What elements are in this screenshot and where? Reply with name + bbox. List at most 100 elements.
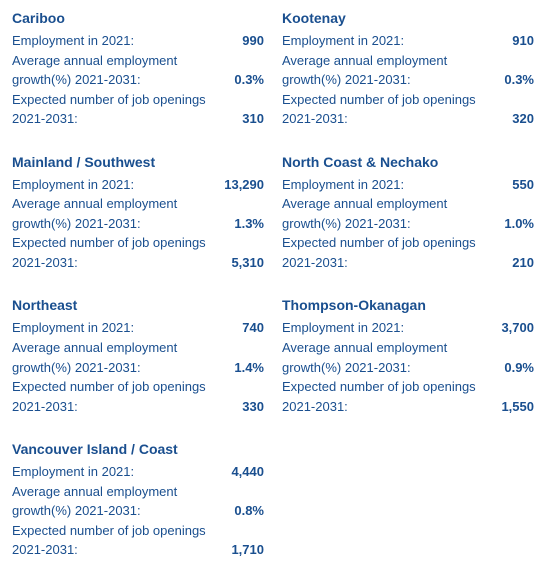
openings-row-line1: Expected number of job openings [12, 234, 264, 252]
growth-row-line1: Average annual employment [282, 52, 534, 70]
growth-row-line2: growth(%) 2021-2031:0.9% [282, 359, 534, 377]
openings-label-1: Expected number of job openings [282, 91, 534, 109]
growth-row-line2: growth(%) 2021-2031:0.8% [12, 502, 264, 520]
employment-label: Employment in 2021: [12, 176, 224, 194]
growth-row-line1: Average annual employment [12, 195, 264, 213]
openings-row-line2: 2021-2031:1,710 [12, 541, 264, 559]
openings-label-1: Expected number of job openings [12, 378, 264, 396]
growth-label-2: growth(%) 2021-2031: [282, 71, 504, 89]
growth-label-1: Average annual employment [12, 52, 264, 70]
employment-row: Employment in 2021:3,700 [282, 319, 534, 337]
openings-label-2: 2021-2031: [12, 110, 242, 128]
openings-row-line1: Expected number of job openings [282, 378, 534, 396]
employment-row: Employment in 2021:740 [12, 319, 264, 337]
growth-label-2: growth(%) 2021-2031: [12, 502, 234, 520]
openings-row-line1: Expected number of job openings [12, 378, 264, 396]
employment-value: 13,290 [224, 176, 264, 194]
openings-label-1: Expected number of job openings [12, 91, 264, 109]
growth-row-line1: Average annual employment [282, 195, 534, 213]
region-block: Cariboo Employment in 2021:990 Average ann… [12, 10, 264, 130]
region-title-link[interactable]: North Coast & Nechako [282, 154, 534, 170]
region-block: Mainland / SouthwestEmployment in 2021:1… [12, 154, 264, 274]
region-title-link[interactable]: Kootenay [282, 10, 534, 26]
region-title-link[interactable]: Cariboo [12, 10, 264, 26]
openings-label-2: 2021-2031: [12, 541, 231, 559]
growth-value: 0.3% [504, 71, 534, 89]
growth-label-2: growth(%) 2021-2031: [12, 71, 234, 89]
region-title-link[interactable]: Mainland / Southwest [12, 154, 264, 170]
region-block: Kootenay Employment in 2021:910 Average an… [282, 10, 534, 130]
employment-value: 3,700 [501, 319, 534, 337]
employment-value: 550 [512, 176, 534, 194]
openings-row-line1: Expected number of job openings [282, 91, 534, 109]
growth-label-1: Average annual employment [12, 483, 264, 501]
openings-row-line2: 2021-2031:1,550 [282, 398, 534, 416]
growth-row-line1: Average annual employment [282, 339, 534, 357]
employment-row: Employment in 2021:990 [12, 32, 264, 50]
openings-value: 310 [242, 110, 264, 128]
growth-label-2: growth(%) 2021-2031: [282, 359, 504, 377]
openings-value: 210 [512, 254, 534, 272]
growth-row-line1: Average annual employment [12, 483, 264, 501]
openings-label-2: 2021-2031: [12, 254, 231, 272]
region-title-link[interactable]: Northeast [12, 297, 264, 313]
growth-value: 1.0% [504, 215, 534, 233]
growth-value: 1.4% [234, 359, 264, 377]
employment-value: 740 [242, 319, 264, 337]
growth-row-line1: Average annual employment [12, 52, 264, 70]
growth-value: 0.9% [504, 359, 534, 377]
employment-label: Employment in 2021: [282, 176, 512, 194]
openings-value: 1,710 [231, 541, 264, 559]
growth-value: 1.3% [234, 215, 264, 233]
growth-label-1: Average annual employment [282, 52, 534, 70]
employment-value: 910 [512, 32, 534, 50]
employment-label: Employment in 2021: [282, 32, 512, 50]
openings-row-line1: Expected number of job openings [12, 522, 264, 540]
openings-row-line2: 2021-2031:210 [282, 254, 534, 272]
openings-label-2: 2021-2031: [12, 398, 242, 416]
employment-row: Employment in 2021:910 [282, 32, 534, 50]
growth-row-line2: growth(%) 2021-2031:1.0% [282, 215, 534, 233]
region-block: North Coast & Nechako Employment in 2021:… [282, 154, 534, 274]
growth-value: 0.8% [234, 502, 264, 520]
openings-label-2: 2021-2031: [282, 110, 512, 128]
growth-label-1: Average annual employment [12, 339, 264, 357]
openings-row-line2: 2021-2031:310 [12, 110, 264, 128]
employment-label: Employment in 2021: [12, 32, 242, 50]
openings-row-line2: 2021-2031:5,310 [12, 254, 264, 272]
openings-row-line1: Expected number of job openings [282, 234, 534, 252]
employment-label: Employment in 2021: [282, 319, 501, 337]
employment-row: Employment in 2021:4,440 [12, 463, 264, 481]
employment-row: Employment in 2021:550 [282, 176, 534, 194]
openings-row-line2: 2021-2031:320 [282, 110, 534, 128]
region-title-link[interactable]: Thompson-Okanagan [282, 297, 534, 313]
employment-row: Employment in 2021:13,290 [12, 176, 264, 194]
openings-label-1: Expected number of job openings [282, 378, 534, 396]
employment-label: Employment in 2021: [12, 463, 231, 481]
growth-label-2: growth(%) 2021-2031: [282, 215, 504, 233]
growth-label-1: Average annual employment [12, 195, 264, 213]
empty-grid-cell [282, 441, 534, 561]
openings-value: 1,550 [501, 398, 534, 416]
openings-value: 330 [242, 398, 264, 416]
employment-label: Employment in 2021: [12, 319, 242, 337]
growth-row-line2: growth(%) 2021-2031:1.3% [12, 215, 264, 233]
region-block: Thompson-Okanagan Employment in 2021:3,70… [282, 297, 534, 417]
growth-label-2: growth(%) 2021-2031: [12, 359, 234, 377]
openings-label-1: Expected number of job openings [12, 234, 264, 252]
openings-label-2: 2021-2031: [282, 398, 501, 416]
employment-value: 990 [242, 32, 264, 50]
growth-label-2: growth(%) 2021-2031: [12, 215, 234, 233]
region-block: Northeast Employment in 2021:740 Average a… [12, 297, 264, 417]
growth-row-line2: growth(%) 2021-2031:0.3% [282, 71, 534, 89]
openings-value: 5,310 [231, 254, 264, 272]
region-block: Vancouver Island / Coast Employment in 20… [12, 441, 264, 561]
employment-value: 4,440 [231, 463, 264, 481]
openings-label-2: 2021-2031: [282, 254, 512, 272]
openings-row-line1: Expected number of job openings [12, 91, 264, 109]
growth-row-line2: growth(%) 2021-2031:1.4% [12, 359, 264, 377]
growth-label-1: Average annual employment [282, 339, 534, 357]
growth-row-line2: growth(%) 2021-2031:0.3% [12, 71, 264, 89]
region-title-link[interactable]: Vancouver Island / Coast [12, 441, 264, 457]
growth-row-line1: Average annual employment [12, 339, 264, 357]
